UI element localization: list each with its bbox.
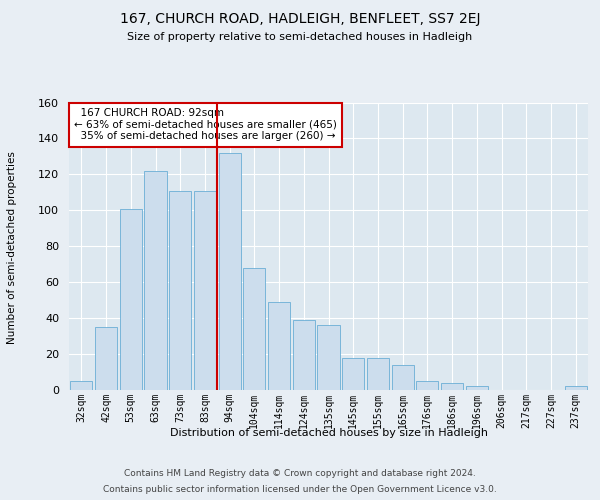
Bar (565, 386, 587, 390)
Text: Distribution of semi-detached houses by size in Hadleigh: Distribution of semi-detached houses by … (170, 428, 488, 438)
Bar (293, 320, 315, 390)
Text: Contains public sector information licensed under the Open Government Licence v3: Contains public sector information licen… (103, 484, 497, 494)
Bar (70, 381, 92, 390)
Text: Number of semi-detached properties: Number of semi-detached properties (7, 151, 17, 344)
Bar (119, 208, 142, 390)
Bar (342, 358, 364, 390)
Bar (95, 327, 117, 390)
Bar (218, 153, 241, 390)
Bar (169, 190, 191, 390)
Bar (392, 365, 414, 390)
Bar (268, 302, 290, 390)
Bar (145, 171, 167, 390)
Text: 167 CHURCH ROAD: 92sqm
← 63% of semi-detached houses are smaller (465)
  35% of : 167 CHURCH ROAD: 92sqm ← 63% of semi-det… (74, 108, 337, 142)
Text: 167, CHURCH ROAD, HADLEIGH, BENFLEET, SS7 2EJ: 167, CHURCH ROAD, HADLEIGH, BENFLEET, SS… (120, 12, 480, 26)
Bar (317, 326, 340, 390)
Bar (243, 268, 265, 390)
Bar (466, 386, 488, 390)
Bar (194, 190, 216, 390)
Text: Contains HM Land Registry data © Crown copyright and database right 2024.: Contains HM Land Registry data © Crown c… (124, 470, 476, 478)
Bar (367, 358, 389, 390)
Text: Size of property relative to semi-detached houses in Hadleigh: Size of property relative to semi-detach… (127, 32, 473, 42)
Bar (416, 381, 439, 390)
Bar (441, 383, 463, 390)
